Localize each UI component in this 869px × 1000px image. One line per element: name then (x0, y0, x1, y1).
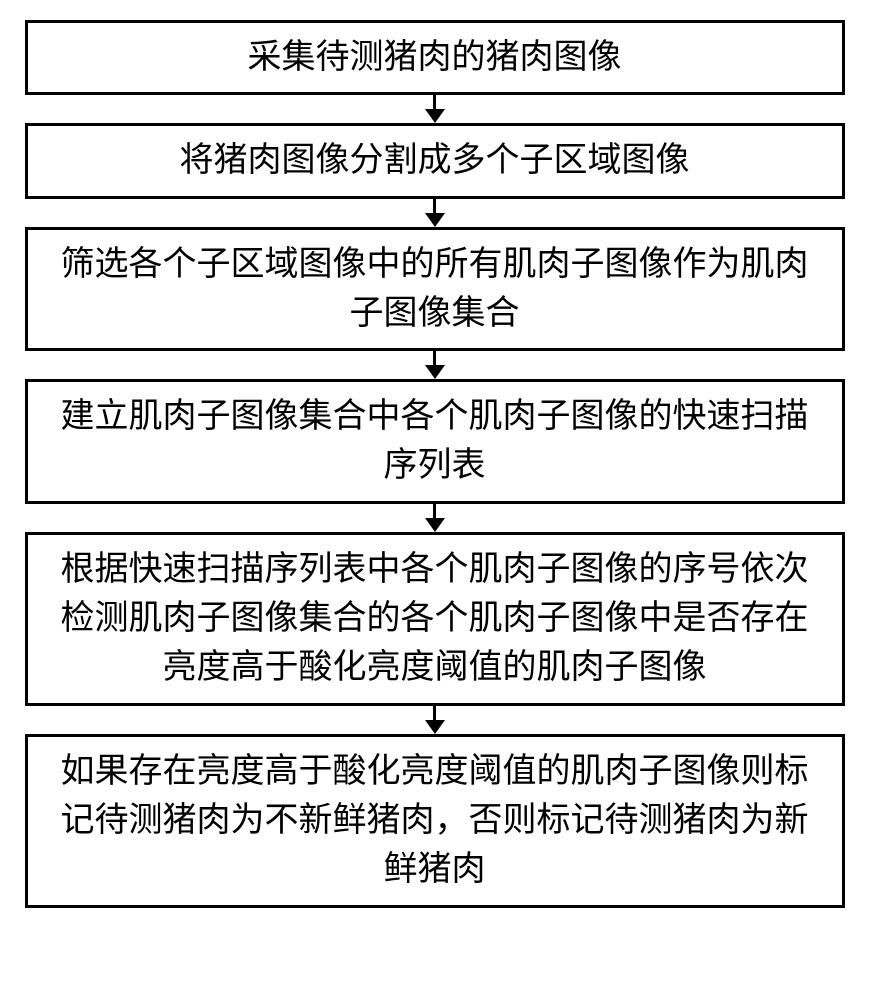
step-box-4: 建立肌肉子图像集合中各个肌肉子图像的快速扫描序列表 (25, 379, 845, 504)
arrow-icon (425, 504, 445, 532)
step-text: 建立肌肉子图像集合中各个肌肉子图像的快速扫描序列表 (61, 398, 809, 484)
step-text: 采集待测猪肉的猪肉图像 (248, 39, 622, 76)
arrow-icon (425, 199, 445, 227)
step-box-6: 如果存在亮度高于酸化亮度阈值的肌肉子图像则标记待测猪肉为不新鲜猪肉，否则标记待测… (25, 734, 845, 908)
arrow-icon (425, 351, 445, 379)
step-box-2: 将猪肉图像分割成多个子区域图像 (25, 123, 845, 198)
step-text: 如果存在亮度高于酸化亮度阈值的肌肉子图像则标记待测猪肉为不新鲜猪肉，否则标记待测… (61, 753, 809, 889)
flowchart-container: 采集待测猪肉的猪肉图像 将猪肉图像分割成多个子区域图像 筛选各个子区域图像中的所… (25, 20, 845, 908)
step-text: 筛选各个子区域图像中的所有肌肉子图像作为肌肉子图像集合 (61, 246, 809, 332)
step-text: 根据快速扫描序列表中各个肌肉子图像的序号依次检测肌肉子图像集合的各个肌肉子图像中… (61, 551, 809, 687)
step-text: 将猪肉图像分割成多个子区域图像 (180, 142, 690, 179)
step-box-5: 根据快速扫描序列表中各个肌肉子图像的序号依次检测肌肉子图像集合的各个肌肉子图像中… (25, 532, 845, 706)
step-box-1: 采集待测猪肉的猪肉图像 (25, 20, 845, 95)
step-box-3: 筛选各个子区域图像中的所有肌肉子图像作为肌肉子图像集合 (25, 227, 845, 352)
arrow-icon (425, 95, 445, 123)
arrow-icon (425, 706, 445, 734)
